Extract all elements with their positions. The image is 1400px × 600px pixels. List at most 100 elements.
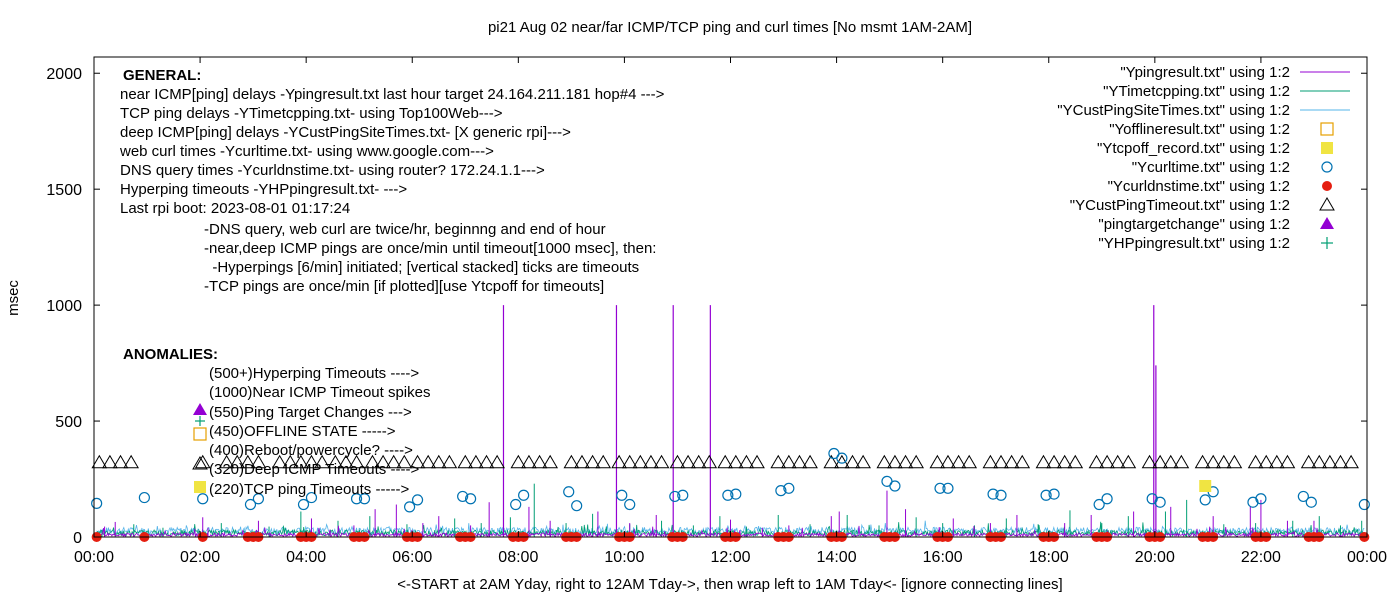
legend-label: "Ypingresult.txt" using 1:2 (1120, 64, 1290, 81)
x-tick-label: 08:00 (498, 549, 538, 566)
deep-icmp-timeout-marker (478, 454, 495, 469)
anomaly-line: (450)OFFLINE STATE -----> (209, 423, 396, 440)
deep-icmp-timeout-marker (1268, 454, 1285, 469)
curl-time-marker (677, 489, 689, 501)
curl-time-marker (889, 480, 901, 492)
deep-icmp-timeout-marker (1215, 454, 1232, 469)
general-line: Last rpi boot: 2023-08-01 01:17:24 (120, 200, 350, 217)
deep-icmp-timeout-marker (1173, 454, 1190, 469)
anomaly-line: (220)TCP ping Timeouts -----> (209, 481, 409, 498)
general-line: TCP ping delays -YTimetcpping.txt- using… (120, 105, 503, 122)
deep-icmp-timeout-marker (314, 454, 330, 469)
deep-icmp-timeout-marker (468, 454, 484, 469)
legend-label: "YHPpingresult.txt" using 1:2 (1098, 235, 1290, 252)
deep-icmp-timeout-marker (802, 454, 818, 469)
deep-icmp-timeout-marker (1152, 454, 1169, 469)
curl-time-marker (669, 490, 681, 503)
x-tick-label: 12:00 (710, 549, 750, 566)
deep-icmp-timeout-marker (876, 454, 893, 469)
curl-time-marker (730, 488, 742, 500)
x-tick-label: 18:00 (1029, 549, 1069, 566)
deep-icmp-timeout-marker (430, 454, 447, 469)
curl-time-marker (510, 498, 522, 511)
curl-time-marker (305, 491, 318, 504)
deep-icmp-timeout-marker (338, 454, 354, 469)
y-tick-label: 0 (73, 530, 82, 547)
deep-icmp-timeout-marker (595, 454, 612, 469)
legend-circle-swatch (1322, 181, 1332, 191)
deep-icmp-timeout-marker (292, 454, 309, 469)
tcp-off-marker (1199, 479, 1212, 492)
deep-icmp-timeout-marker (855, 454, 871, 469)
deep-icmp-timeout-marker (701, 454, 718, 469)
deep-icmp-timeout-marker (375, 454, 391, 469)
y-axis-label: msec (5, 280, 22, 316)
curl-time-marker (457, 490, 469, 503)
deep-icmp-timeout-marker (1035, 454, 1052, 469)
axes: 0 500 1000 1500 2000 00:00 02:00 04:00 06:00 08:0… (46, 57, 1387, 566)
anomaly-ping-target-marker (193, 403, 207, 415)
deep-icmp-timeout-marker (1003, 454, 1020, 469)
general-note: -TCP pings are once/min [if plotted][use… (204, 278, 604, 295)
deep-icmp-timeout-marker (194, 454, 211, 469)
deep-icmp-timeout-marker (574, 454, 590, 469)
deep-icmp-timeout-marker (420, 454, 437, 469)
curl-time-marker (571, 500, 583, 512)
curl-time-marker (1199, 494, 1211, 506)
deep-icmp-timeout-marker (1322, 454, 1338, 469)
deep-icmp-timeout-marker (510, 454, 527, 469)
curl-time-marker (297, 498, 310, 511)
curl-time-marker (722, 489, 734, 501)
deep-icmp-timeout-marker (563, 454, 580, 469)
general-line: near ICMP[ping] delays -Ypingresult.txt … (120, 86, 665, 103)
curl-time-marker (252, 493, 265, 505)
x-tick-label: 20:00 (1135, 549, 1175, 566)
curl-time-marker (783, 482, 795, 494)
y-tick-label: 1000 (46, 298, 82, 315)
deep-icmp-timeout-marker (239, 454, 256, 469)
legend-label: "Ycurltime.txt" using 1:2 (1132, 159, 1290, 176)
deep-icmp-timeout-marker (632, 454, 649, 469)
curl-time-marker (1048, 488, 1060, 500)
deep-icmp-timeout-marker (823, 454, 840, 469)
deep-icmp-timeout-marker (396, 454, 413, 469)
deep-icmp-timeout-marker (749, 454, 765, 469)
y-tick-label: 2000 (46, 66, 82, 83)
curl-time-marker (987, 488, 999, 500)
deep-icmp-timeout-marker (1279, 454, 1296, 469)
series-lines (96, 305, 1365, 539)
y-tick-label: 1500 (46, 182, 82, 199)
deep-icmp-timeout-marker (531, 454, 548, 469)
deep-icmp-timeout-marker (521, 454, 537, 469)
y-tick-label: 500 (55, 414, 82, 431)
deep-icmp-timeout-marker (690, 454, 707, 469)
curl-time-marker (942, 482, 954, 494)
deep-icmp-timeout-marker (621, 454, 638, 469)
x-tick-label: 04:00 (286, 549, 326, 566)
deep-icmp-timeout-marker (1226, 454, 1243, 469)
deep-icmp-timeout-marker (993, 454, 1009, 469)
anomaly-offline-marker (193, 427, 207, 441)
deep-icmp-timeout-marker (457, 454, 474, 469)
curl-time-marker (934, 482, 946, 494)
deep-icmp-timeout-marker (1300, 454, 1317, 469)
deep-icmp-timeout-marker (669, 454, 686, 469)
curl-time-marker (518, 489, 530, 501)
deep-icmp-timeout-marker (1109, 454, 1126, 469)
curl-time-marker (1154, 496, 1166, 508)
deep-icmp-timeout-marker (1067, 454, 1084, 469)
legend-label: "YTimetcpping.txt" using 1:2 (1103, 83, 1290, 100)
annotations: GENERAL: near ICMP[ping] delays -Ypingre… (119, 67, 665, 498)
curl-time-marker (563, 486, 575, 498)
curl-time-marker (91, 497, 103, 509)
general-line: Hyperping timeouts -YHPpingresult.txt- -… (120, 181, 407, 198)
deep-icmp-timeout-marker (680, 454, 696, 469)
curl-time-marker (1255, 493, 1267, 505)
deep-icmp-timeout-marker (738, 454, 755, 469)
legend-triangle-swatch (1320, 217, 1334, 229)
legend-square-swatch (1320, 122, 1334, 136)
deep-icmp-timeout-marker (727, 454, 744, 469)
anomaly-deep-icmp-marker (192, 456, 208, 470)
anomalies-heading: ANOMALIES: (123, 346, 218, 363)
deep-icmp-timeout-marker (950, 454, 967, 469)
